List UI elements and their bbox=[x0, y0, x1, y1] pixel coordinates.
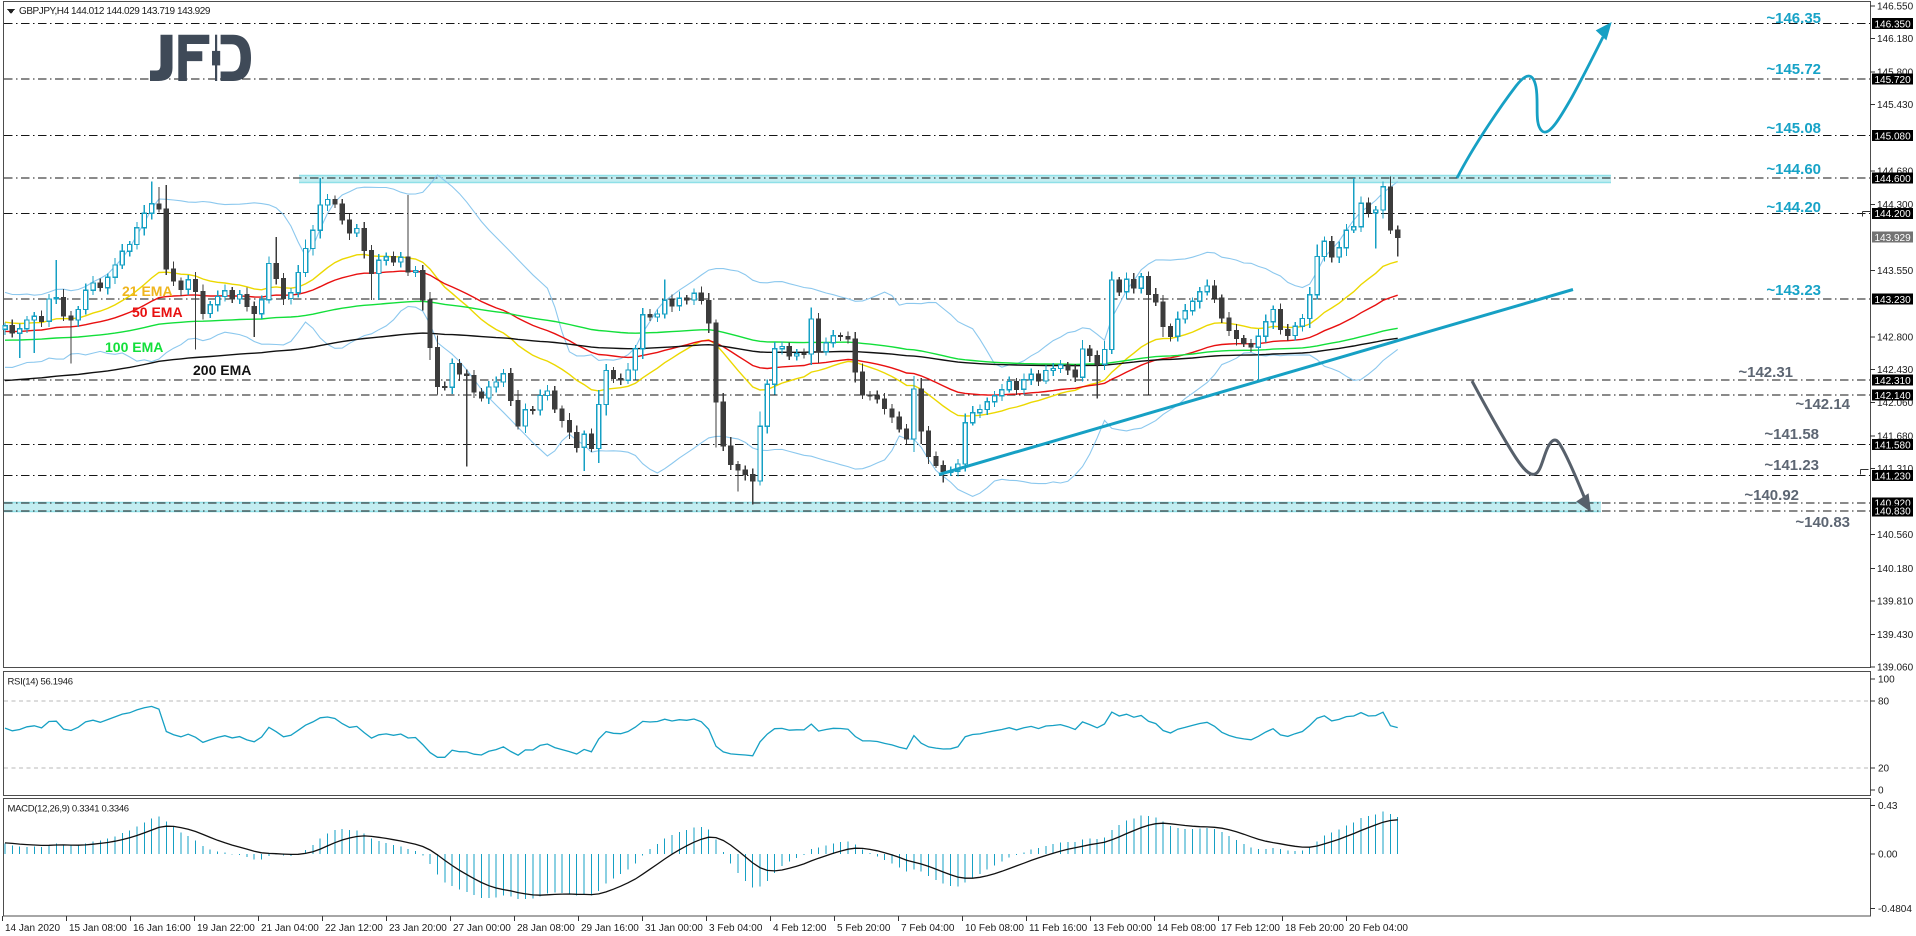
svg-text:29 Jan 16:00: 29 Jan 16:00 bbox=[581, 923, 639, 934]
svg-text:17 Feb 12:00: 17 Feb 12:00 bbox=[1221, 923, 1280, 934]
svg-text:139.060: 139.060 bbox=[1877, 663, 1914, 674]
svg-text:4 Feb 12:00: 4 Feb 12:00 bbox=[773, 923, 827, 934]
svg-text:142.430: 142.430 bbox=[1877, 365, 1914, 376]
svg-text:15 Jan 08:00: 15 Jan 08:00 bbox=[69, 923, 127, 934]
svg-text:145.080: 145.080 bbox=[1875, 131, 1912, 142]
svg-text:0.00: 0.00 bbox=[1878, 850, 1898, 861]
svg-text:27 Jan 00:00: 27 Jan 00:00 bbox=[453, 923, 511, 934]
svg-text:MACD(12,26,9) 0.3341 0.3346: MACD(12,26,9) 0.3341 0.3346 bbox=[8, 804, 129, 815]
svg-text:144.680: 144.680 bbox=[1877, 166, 1914, 177]
svg-text:143.550: 143.550 bbox=[1877, 266, 1914, 277]
svg-text:18 Feb 20:00: 18 Feb 20:00 bbox=[1285, 923, 1344, 934]
svg-text:141.580: 141.580 bbox=[1875, 441, 1912, 452]
svg-text:145.720: 145.720 bbox=[1875, 75, 1912, 86]
svg-text:142.140: 142.140 bbox=[1875, 391, 1912, 402]
svg-text:11 Feb 16:00: 11 Feb 16:00 bbox=[1029, 923, 1088, 934]
svg-text:23 Jan 20:00: 23 Jan 20:00 bbox=[389, 923, 447, 934]
svg-text:-0.4804: -0.4804 bbox=[1878, 904, 1912, 915]
svg-text:31 Jan 00:00: 31 Jan 00:00 bbox=[645, 923, 703, 934]
svg-text:146.180: 146.180 bbox=[1877, 34, 1914, 45]
svg-text:16 Jan 16:00: 16 Jan 16:00 bbox=[133, 923, 191, 934]
svg-text:3 Feb 04:00: 3 Feb 04:00 bbox=[709, 923, 763, 934]
svg-text:146.350: 146.350 bbox=[1875, 19, 1912, 30]
svg-text:~141.23: ~141.23 bbox=[1764, 457, 1819, 474]
svg-text:20: 20 bbox=[1878, 763, 1890, 774]
svg-text:80: 80 bbox=[1878, 697, 1890, 708]
svg-text:~142.14: ~142.14 bbox=[1795, 396, 1850, 413]
svg-text:28 Jan 08:00: 28 Jan 08:00 bbox=[517, 923, 575, 934]
svg-text:~144.20: ~144.20 bbox=[1766, 199, 1821, 216]
svg-text:21 EMA: 21 EMA bbox=[122, 283, 173, 299]
svg-text:22 Jan 12:00: 22 Jan 12:00 bbox=[325, 923, 383, 934]
svg-text:20 Feb 04:00: 20 Feb 04:00 bbox=[1349, 923, 1408, 934]
svg-text:142.310: 142.310 bbox=[1875, 376, 1912, 387]
svg-text:100 EMA: 100 EMA bbox=[105, 339, 163, 355]
svg-text:145.800: 145.800 bbox=[1877, 68, 1914, 79]
svg-text:100: 100 bbox=[1878, 675, 1895, 686]
svg-text:141.680: 141.680 bbox=[1877, 431, 1914, 442]
svg-text:142.060: 142.060 bbox=[1877, 398, 1914, 409]
svg-text:143.230: 143.230 bbox=[1875, 295, 1912, 306]
svg-text:141.310: 141.310 bbox=[1877, 464, 1914, 475]
svg-text:140.920: 140.920 bbox=[1875, 499, 1912, 510]
svg-text:140.180: 140.180 bbox=[1877, 564, 1914, 575]
svg-text:13 Feb 00:00: 13 Feb 00:00 bbox=[1093, 923, 1152, 934]
svg-text:146.550: 146.550 bbox=[1877, 1, 1914, 12]
svg-text:140.830: 140.830 bbox=[1875, 507, 1912, 518]
svg-text:~140.92: ~140.92 bbox=[1744, 487, 1799, 504]
svg-text:142.800: 142.800 bbox=[1877, 332, 1914, 343]
svg-text:21 Jan 04:00: 21 Jan 04:00 bbox=[261, 923, 319, 934]
svg-text:144.200: 144.200 bbox=[1875, 209, 1912, 220]
svg-text:19 Jan 22:00: 19 Jan 22:00 bbox=[197, 923, 255, 934]
svg-text:139.810: 139.810 bbox=[1877, 596, 1914, 607]
svg-text:144.600: 144.600 bbox=[1875, 174, 1912, 185]
svg-text:139.430: 139.430 bbox=[1877, 630, 1914, 641]
svg-text:GBPJPY,H4 144.012 144.029 143: GBPJPY,H4 144.012 144.029 143.719 143.92… bbox=[19, 6, 211, 17]
svg-text:RSI(14) 56.1946: RSI(14) 56.1946 bbox=[8, 677, 73, 688]
svg-text:10 Feb 08:00: 10 Feb 08:00 bbox=[965, 923, 1024, 934]
svg-text:7 Feb 04:00: 7 Feb 04:00 bbox=[901, 923, 955, 934]
svg-text:~142.31: ~142.31 bbox=[1738, 364, 1793, 381]
svg-text:200 EMA: 200 EMA bbox=[193, 362, 251, 378]
svg-text:50 EMA: 50 EMA bbox=[132, 304, 183, 320]
svg-text:144.300: 144.300 bbox=[1877, 200, 1914, 211]
svg-text:141.230: 141.230 bbox=[1875, 471, 1912, 482]
svg-text:143.929: 143.929 bbox=[1875, 233, 1912, 244]
svg-text:~143.23: ~143.23 bbox=[1766, 282, 1821, 299]
svg-text:14 Jan 2020: 14 Jan 2020 bbox=[5, 923, 60, 934]
svg-text:~140.83: ~140.83 bbox=[1795, 514, 1850, 531]
svg-text:~146.35: ~146.35 bbox=[1766, 10, 1821, 27]
svg-text:~145.72: ~145.72 bbox=[1766, 61, 1821, 78]
svg-text:~145.08: ~145.08 bbox=[1766, 120, 1821, 137]
svg-text:0: 0 bbox=[1878, 786, 1884, 797]
svg-text:5 Feb 20:00: 5 Feb 20:00 bbox=[837, 923, 891, 934]
svg-text:~144.60: ~144.60 bbox=[1766, 161, 1821, 178]
svg-text:0.43: 0.43 bbox=[1878, 801, 1898, 812]
svg-text:14 Feb 08:00: 14 Feb 08:00 bbox=[1157, 923, 1216, 934]
svg-text:~141.58: ~141.58 bbox=[1764, 426, 1819, 443]
svg-text:140.560: 140.560 bbox=[1877, 530, 1914, 541]
svg-text:145.430: 145.430 bbox=[1877, 100, 1914, 111]
